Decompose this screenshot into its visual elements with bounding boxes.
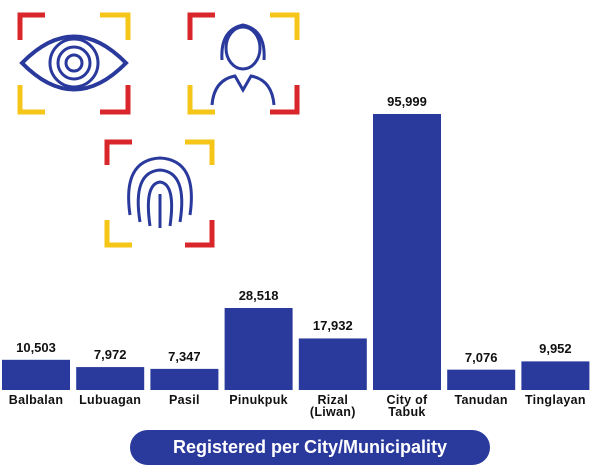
bar [224,308,293,390]
value-label: 9,952 [539,341,572,357]
x-tick-label: Pinukpuk [229,393,288,407]
fingerprint-icon [104,139,215,248]
value-label: 7,076 [464,349,498,365]
x-tick-label: Pasil [169,393,200,407]
value-label: 7,347 [168,348,201,364]
bar [2,359,70,390]
person-icon [187,12,300,115]
x-tick-label: Rizal (Liwan) [309,393,356,419]
value-label: 28,518 [238,288,279,303]
chart-title: Registered per City/Municipality [130,430,490,465]
value-label: 7,972 [93,347,127,363]
bar [447,369,516,390]
value-label: 17,932 [312,318,353,334]
x-tick-label: Lubuagan [79,393,142,407]
x-tick-label: Tinglayan [524,393,586,407]
bar [373,114,441,390]
eye-icon [17,12,131,115]
bar [521,361,590,390]
bar [76,367,145,390]
value-label: 95,999 [387,94,427,109]
bar [298,338,367,390]
x-tick-label: Balbalan [8,393,64,407]
x-tick-label: Tanudan [454,393,508,407]
value-label: 10,503 [16,339,56,355]
x-tick-label: City of Tabuk [386,393,428,419]
bar [150,368,219,390]
